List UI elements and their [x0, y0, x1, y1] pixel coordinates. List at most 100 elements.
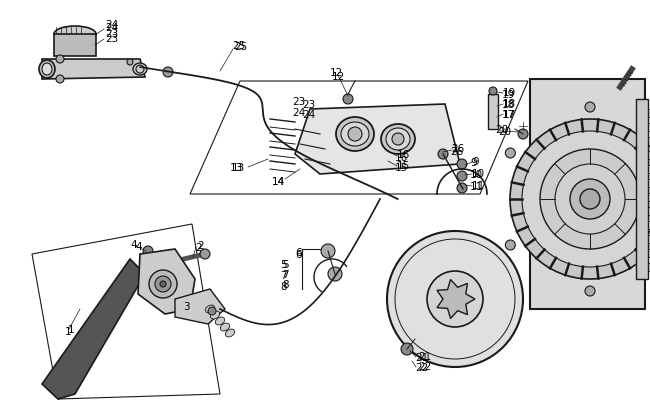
Text: 3: 3	[183, 299, 190, 309]
Circle shape	[163, 68, 173, 78]
Circle shape	[457, 172, 467, 181]
Polygon shape	[42, 60, 145, 80]
Text: 2: 2	[195, 243, 202, 252]
Text: 9: 9	[470, 158, 476, 168]
Circle shape	[505, 149, 515, 159]
Circle shape	[540, 149, 640, 249]
Text: 24: 24	[105, 23, 118, 33]
Text: 26: 26	[451, 144, 464, 153]
Text: 23: 23	[292, 97, 306, 107]
Text: 23: 23	[302, 100, 315, 110]
Circle shape	[522, 132, 650, 267]
Bar	[648, 263, 650, 271]
Circle shape	[155, 276, 171, 292]
Text: 7: 7	[282, 269, 289, 279]
Text: 12: 12	[330, 68, 343, 78]
Text: 1: 1	[65, 326, 72, 336]
Bar	[648, 249, 650, 257]
Text: 22: 22	[418, 361, 431, 371]
Circle shape	[127, 60, 133, 66]
Text: 17: 17	[502, 110, 515, 120]
Text: 23: 23	[105, 29, 118, 39]
Text: 16: 16	[395, 153, 408, 162]
Bar	[648, 235, 650, 243]
Circle shape	[160, 281, 166, 287]
Circle shape	[143, 246, 153, 256]
Text: 4: 4	[130, 239, 136, 249]
Text: 25: 25	[234, 42, 247, 52]
Ellipse shape	[39, 61, 55, 79]
Circle shape	[387, 231, 523, 367]
Circle shape	[321, 244, 335, 258]
Ellipse shape	[54, 27, 96, 43]
Ellipse shape	[341, 123, 369, 147]
Ellipse shape	[392, 134, 404, 146]
Text: 14: 14	[272, 177, 285, 187]
Text: 20: 20	[495, 125, 508, 135]
Circle shape	[510, 120, 650, 279]
Ellipse shape	[226, 329, 235, 337]
Text: 15: 15	[397, 161, 410, 171]
Text: 5: 5	[282, 259, 289, 269]
Ellipse shape	[336, 118, 374, 151]
Text: 1: 1	[68, 324, 75, 334]
Bar	[648, 151, 650, 160]
Text: 12: 12	[332, 72, 345, 82]
Text: 15: 15	[395, 162, 408, 173]
Ellipse shape	[220, 323, 229, 331]
Text: 6: 6	[295, 247, 302, 257]
Text: 11: 11	[470, 181, 483, 192]
Ellipse shape	[386, 129, 410, 151]
Bar	[636, 100, 648, 279]
Text: 25: 25	[232, 41, 245, 51]
Text: 17: 17	[503, 110, 516, 120]
Ellipse shape	[215, 317, 225, 325]
Polygon shape	[295, 105, 460, 175]
Ellipse shape	[211, 311, 220, 319]
Circle shape	[585, 103, 595, 113]
Text: 2: 2	[197, 241, 203, 250]
Circle shape	[505, 241, 515, 250]
Ellipse shape	[205, 305, 214, 313]
Text: 9: 9	[472, 157, 478, 166]
Circle shape	[328, 267, 342, 281]
Text: 3: 3	[183, 301, 190, 311]
Bar	[54, 35, 96, 57]
Circle shape	[208, 307, 216, 315]
Bar	[648, 194, 650, 202]
Circle shape	[580, 190, 600, 209]
Text: 4: 4	[135, 241, 142, 252]
Text: 14: 14	[272, 177, 285, 187]
Text: 7: 7	[280, 270, 287, 280]
Bar	[648, 166, 650, 174]
Ellipse shape	[133, 64, 147, 76]
Text: 21: 21	[415, 352, 428, 362]
Circle shape	[555, 164, 625, 234]
Bar	[648, 222, 650, 230]
Text: 5: 5	[280, 259, 287, 269]
Circle shape	[56, 76, 64, 84]
Circle shape	[438, 149, 448, 160]
Text: 13: 13	[230, 162, 243, 173]
Bar	[648, 124, 650, 132]
Text: 22: 22	[415, 362, 428, 372]
Polygon shape	[138, 249, 195, 314]
Text: 10: 10	[472, 168, 485, 179]
Circle shape	[457, 160, 467, 170]
Text: 18: 18	[503, 99, 516, 109]
Bar	[648, 179, 650, 188]
Circle shape	[200, 249, 210, 259]
Text: 19: 19	[502, 90, 515, 100]
Polygon shape	[175, 289, 225, 324]
Text: 11: 11	[472, 181, 486, 190]
Text: 24: 24	[105, 20, 118, 30]
Bar	[648, 138, 650, 146]
Circle shape	[343, 95, 353, 105]
Ellipse shape	[42, 64, 52, 76]
Text: 24: 24	[302, 110, 315, 120]
Polygon shape	[42, 259, 145, 399]
Circle shape	[518, 130, 528, 140]
Text: 16: 16	[397, 149, 410, 160]
Polygon shape	[488, 95, 498, 130]
Text: 18: 18	[502, 100, 515, 110]
